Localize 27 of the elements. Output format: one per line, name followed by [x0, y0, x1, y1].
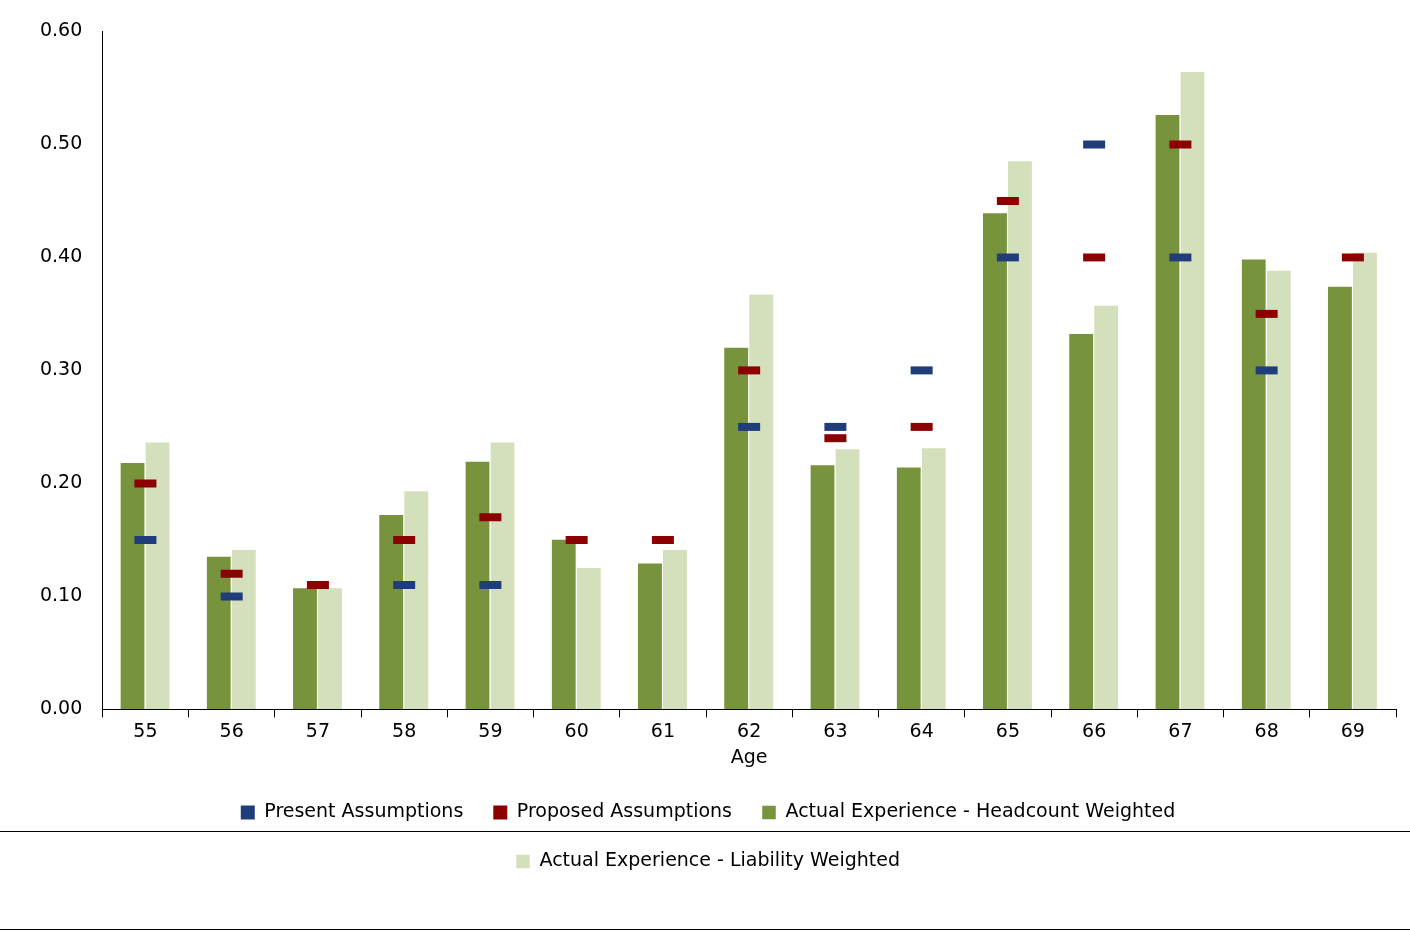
x-tick-label: 59 — [478, 718, 503, 741]
x-tick-label: 63 — [823, 718, 848, 741]
legend-label: Proposed Assumptions — [516, 799, 733, 822]
x-tick-label: 66 — [1082, 718, 1107, 741]
x-tick-label: 57 — [305, 718, 331, 741]
x-tick-label: 64 — [909, 718, 934, 741]
x-tick-label: 58 — [392, 718, 417, 741]
legend-label: Present Assumptions — [264, 799, 464, 822]
y-tick-label: 0.00 — [39, 696, 83, 719]
x-tick-label: 61 — [650, 718, 675, 741]
x-tick-label: 60 — [564, 718, 589, 741]
x-tick-label: 56 — [219, 718, 244, 741]
y-tick-label: 0.60 — [39, 18, 83, 41]
y-tick-label: 0.30 — [39, 357, 83, 380]
y-tick-label: 0.20 — [39, 470, 83, 493]
x-tick-label: 67 — [1168, 718, 1193, 741]
y-tick-label: 0.50 — [39, 131, 83, 154]
y-tick-label: 0.40 — [39, 244, 83, 267]
x-tick-label: 65 — [995, 718, 1020, 741]
x-axis-title: Age — [730, 744, 768, 767]
x-tick-label: 62 — [737, 718, 762, 741]
x-tick-label: 69 — [1340, 718, 1365, 741]
legend-label: Actual Experience - Liability Weighted — [539, 848, 901, 871]
y-tick-label: 0.10 — [39, 583, 83, 606]
legend-label: Actual Experience - Headcount Weighted — [785, 799, 1176, 822]
x-tick-label: 68 — [1254, 718, 1279, 741]
x-tick-label: 55 — [133, 718, 158, 741]
